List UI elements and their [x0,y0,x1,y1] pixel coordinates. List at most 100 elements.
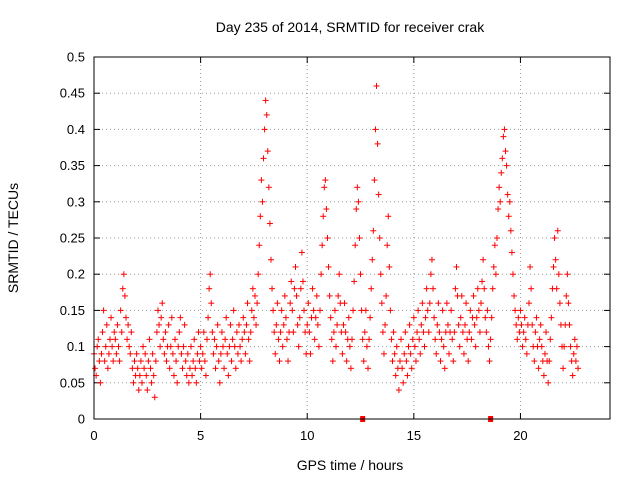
data-point [405,343,412,350]
data-point [325,263,332,270]
data-point [370,227,377,234]
data-point [205,314,212,321]
x-tick-label: 0 [90,428,97,443]
data-point [551,235,558,241]
data-point [217,350,224,357]
data-point [141,365,148,372]
data-point [188,343,195,350]
data-point [121,292,128,299]
data-point [555,271,562,278]
data-point [165,321,172,328]
data-point [214,321,221,328]
data-point [470,292,477,299]
y-tick-label: 0.45 [60,86,85,101]
data-point [296,314,303,321]
data-point [241,329,248,336]
data-point [255,271,262,278]
x-tick-label: 5 [197,428,204,443]
data-point [428,256,435,263]
data-point [156,321,163,328]
data-point [309,285,316,292]
data-point [100,307,107,314]
grid-lines [94,57,610,419]
data-point [117,307,124,314]
data-point [173,358,180,365]
data-point [297,285,304,292]
data-point [414,329,421,336]
data-point [472,343,479,350]
data-point [221,365,228,372]
y-axis-label: SRMTID / TECUs [5,183,21,293]
data-point [323,206,330,213]
data-point [174,379,181,386]
x-tick-label: 15 [407,428,421,443]
data-point [408,365,415,372]
data-point [340,321,347,328]
data-point [360,358,367,365]
data-point [463,300,470,307]
data-point [115,343,122,350]
data-point [485,343,492,350]
data-point [552,256,559,263]
data-point [336,271,343,278]
data-point [569,372,576,379]
data-point [272,350,279,357]
data-point [521,314,528,321]
data-point [301,307,308,314]
data-point [320,213,327,220]
chart-title: Day 235 of 2014, SRMTID for receiver cra… [216,19,485,35]
data-point [481,285,488,292]
data-point [437,358,444,365]
data-point [97,379,104,386]
data-point [201,358,208,365]
data-point [556,300,563,307]
data-point [101,358,108,365]
data-point [185,379,192,386]
data-point [359,336,366,343]
data-point [371,177,378,184]
data-point [209,329,216,336]
data-point [355,198,362,205]
data-point [182,358,189,365]
data-point [313,292,320,299]
data-point [431,314,438,321]
data-point [401,350,408,357]
data-point [346,343,353,350]
data-point [509,271,516,278]
data-point [129,365,136,372]
data-point [473,314,480,321]
data-point [160,336,167,343]
data-point [256,242,263,249]
data-point [195,329,202,336]
data-point [114,321,121,328]
data-point [254,300,261,307]
data-point [376,235,383,241]
data-point [560,365,567,372]
data-point [130,379,137,386]
x-tick-label: 20 [513,428,527,443]
data-point [211,336,218,343]
data-point [458,292,465,299]
data-point [452,285,459,292]
y-tick-label: 0.1 [67,339,85,354]
data-point [145,358,152,365]
data-point [154,307,161,314]
data-point [478,300,484,307]
data-point [519,343,526,350]
data-point [571,336,578,343]
data-point [153,329,160,336]
data-point [438,336,445,343]
data-point [169,350,176,357]
data-point [372,126,379,133]
data-point [292,263,299,270]
data-point [290,329,297,336]
data-point [110,358,117,365]
data-point [319,242,326,249]
data-point [122,314,129,321]
data-point [402,329,409,336]
data-point [321,184,328,191]
data-point [109,343,116,350]
data-point [507,227,514,234]
data-point [192,365,199,372]
data-point [423,285,430,292]
